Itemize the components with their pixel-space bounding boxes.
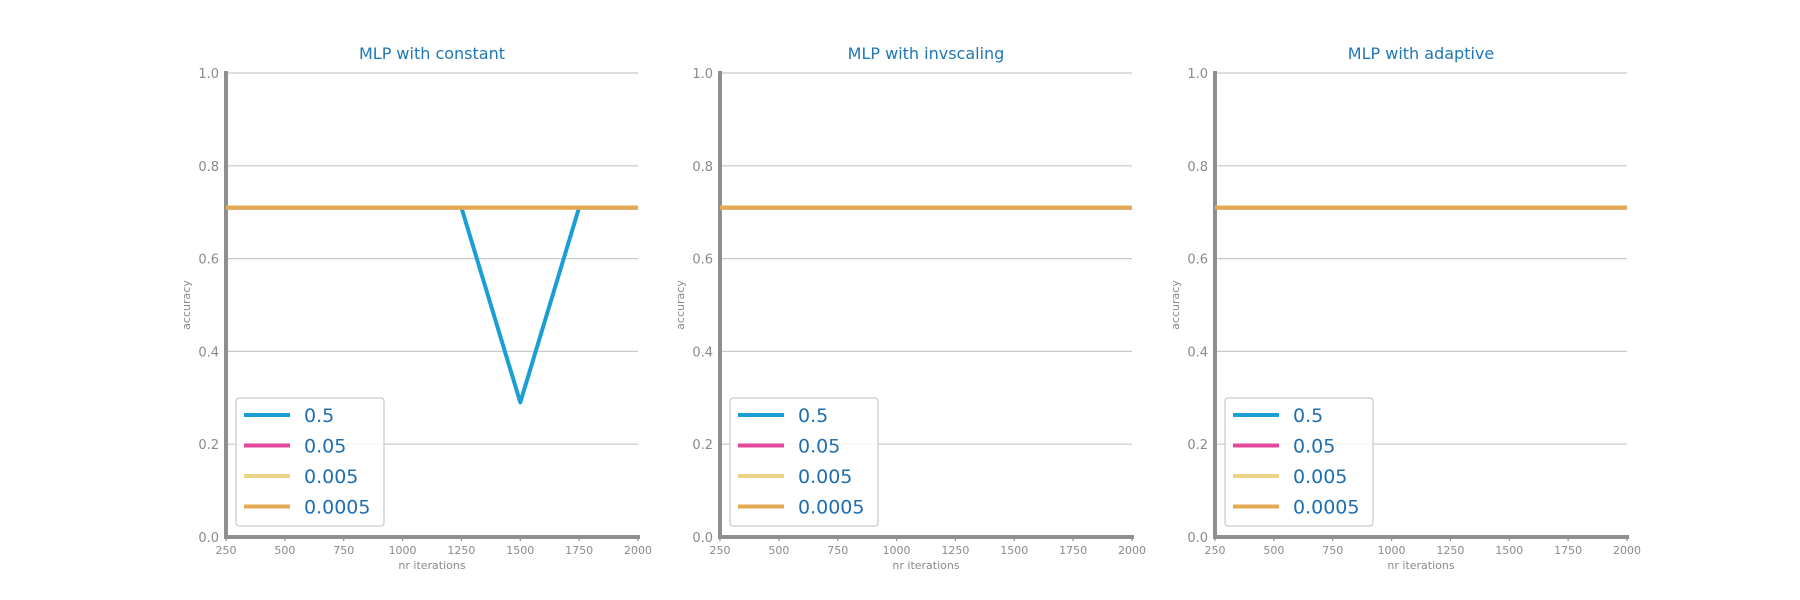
- legend-box: [729, 397, 879, 527]
- x-tick-label: 1500: [1495, 544, 1523, 557]
- y-tick-label: 1.0: [692, 67, 713, 82]
- x-tick-label: 750: [827, 544, 848, 557]
- x-tick-label: 1500: [506, 544, 534, 557]
- y-tick-label: 0.6: [1187, 253, 1208, 268]
- legend-label: 0.5: [798, 405, 828, 427]
- y-tick-label: 0.0: [692, 531, 713, 546]
- series-line-0-5: [226, 205, 638, 405]
- x-tick-label: 250: [710, 544, 731, 557]
- legend-label: 0.05: [798, 436, 840, 458]
- y-tick-label: 0.0: [198, 531, 219, 546]
- y-tick-label: 0.4: [692, 345, 713, 360]
- legend-label: 0.0005: [798, 497, 864, 519]
- x-tick-label: 250: [216, 544, 237, 557]
- legend-label: 0.05: [304, 436, 346, 458]
- legend-label: 0.05: [1293, 436, 1335, 458]
- x-tick-label: 1500: [1000, 544, 1028, 557]
- y-tick-label: 0.2: [1187, 438, 1208, 453]
- legend-box: [235, 397, 385, 527]
- x-axis-label: nr iterations: [1387, 559, 1454, 572]
- chart-panel-1: 0.0 0.2 0.4 0.6 0.8 1.0 250 500 750 1000 1250 1500 1…: [180, 44, 652, 572]
- x-tick-label: 1250: [1436, 544, 1464, 557]
- x-tick-label: 2000: [1613, 544, 1641, 557]
- legend-box: [1224, 397, 1374, 527]
- x-tick-label: 250: [1205, 544, 1226, 557]
- x-axis-label: nr iterations: [398, 559, 465, 572]
- y-axis-label: accuracy: [180, 280, 193, 330]
- y-tick-label: 1.0: [198, 67, 219, 82]
- y-tick-label: 0.0: [1187, 531, 1208, 546]
- legend-label: 0.5: [1293, 405, 1323, 427]
- x-tick-label: 500: [1263, 544, 1284, 557]
- y-tick-label: 0.8: [198, 160, 219, 175]
- y-tick-label: 1.0: [1187, 67, 1208, 82]
- x-tick-label: 1250: [447, 544, 475, 557]
- x-tick-label: 1250: [941, 544, 969, 557]
- chart-panel-3: 0.0 0.2 0.4 0.6 0.8 1.0 250 500 750 1000 1250 1500 1…: [1169, 44, 1641, 572]
- x-tick-label: 2000: [624, 544, 652, 557]
- x-tick-label: 1750: [565, 544, 593, 557]
- legend-label: 0.5: [304, 405, 334, 427]
- legend-label: 0.005: [1293, 466, 1347, 488]
- x-tick-label: 750: [333, 544, 354, 557]
- y-tick-label: 0.8: [692, 160, 713, 175]
- x-tick-label: 500: [274, 544, 295, 557]
- y-tick-label: 0.6: [198, 253, 219, 268]
- x-tick-label: 1000: [389, 544, 417, 557]
- y-tick-label: 0.2: [692, 438, 713, 453]
- x-tick-label: 1000: [883, 544, 911, 557]
- legend-label: 0.005: [304, 466, 358, 488]
- x-tick-label: 1750: [1554, 544, 1582, 557]
- y-tick-label: 0.2: [198, 438, 219, 453]
- legend-label: 0.0005: [304, 497, 370, 519]
- y-axis-label: accuracy: [1169, 280, 1182, 330]
- chart-title: MLP with constant: [359, 44, 505, 63]
- x-tick-label: 1750: [1059, 544, 1087, 557]
- chart-title: MLP with invscaling: [848, 44, 1005, 63]
- x-axis-label: nr iterations: [892, 559, 959, 572]
- x-tick-label: 500: [768, 544, 789, 557]
- y-tick-label: 0.6: [692, 253, 713, 268]
- legend-label: 0.0005: [1293, 497, 1359, 519]
- legend-label: 0.005: [798, 466, 852, 488]
- chart-title: MLP with adaptive: [1348, 44, 1494, 63]
- y-axis-label: accuracy: [674, 280, 687, 330]
- chart-panel-2: 0.0 0.2 0.4 0.6 0.8 1.0 250 500 750 1000 1250 1500 1…: [674, 44, 1146, 572]
- x-tick-label: 1000: [1378, 544, 1406, 557]
- y-tick-label: 0.4: [198, 345, 219, 360]
- x-tick-label: 750: [1322, 544, 1343, 557]
- x-tick-label: 2000: [1118, 544, 1146, 557]
- y-tick-label: 0.4: [1187, 345, 1208, 360]
- y-tick-label: 0.8: [1187, 160, 1208, 175]
